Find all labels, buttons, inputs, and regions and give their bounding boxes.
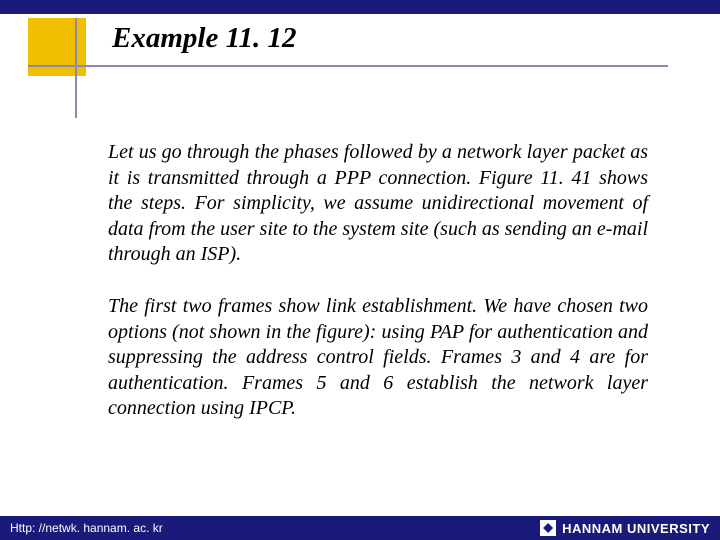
accent-line-horizontal [28,65,668,67]
paragraph-1: Let us go through the phases followed by… [108,140,648,268]
accent-square [28,18,86,76]
accent-line-vertical [75,18,77,118]
hannam-logo-icon [540,520,556,536]
body-text-area: Let us go through the phases followed by… [108,140,648,448]
footer-bar: Http: //netwk. hannam. ac. kr HANNAM UNI… [0,516,720,540]
header-bar [0,0,720,14]
footer-url: Http: //netwk. hannam. ac. kr [10,521,163,535]
footer-university: HANNAM UNIVERSITY [562,521,710,536]
paragraph-2: The first two frames show link establish… [108,294,648,422]
footer-right: HANNAM UNIVERSITY [540,520,710,536]
slide-title: Example 11. 12 [112,22,296,55]
